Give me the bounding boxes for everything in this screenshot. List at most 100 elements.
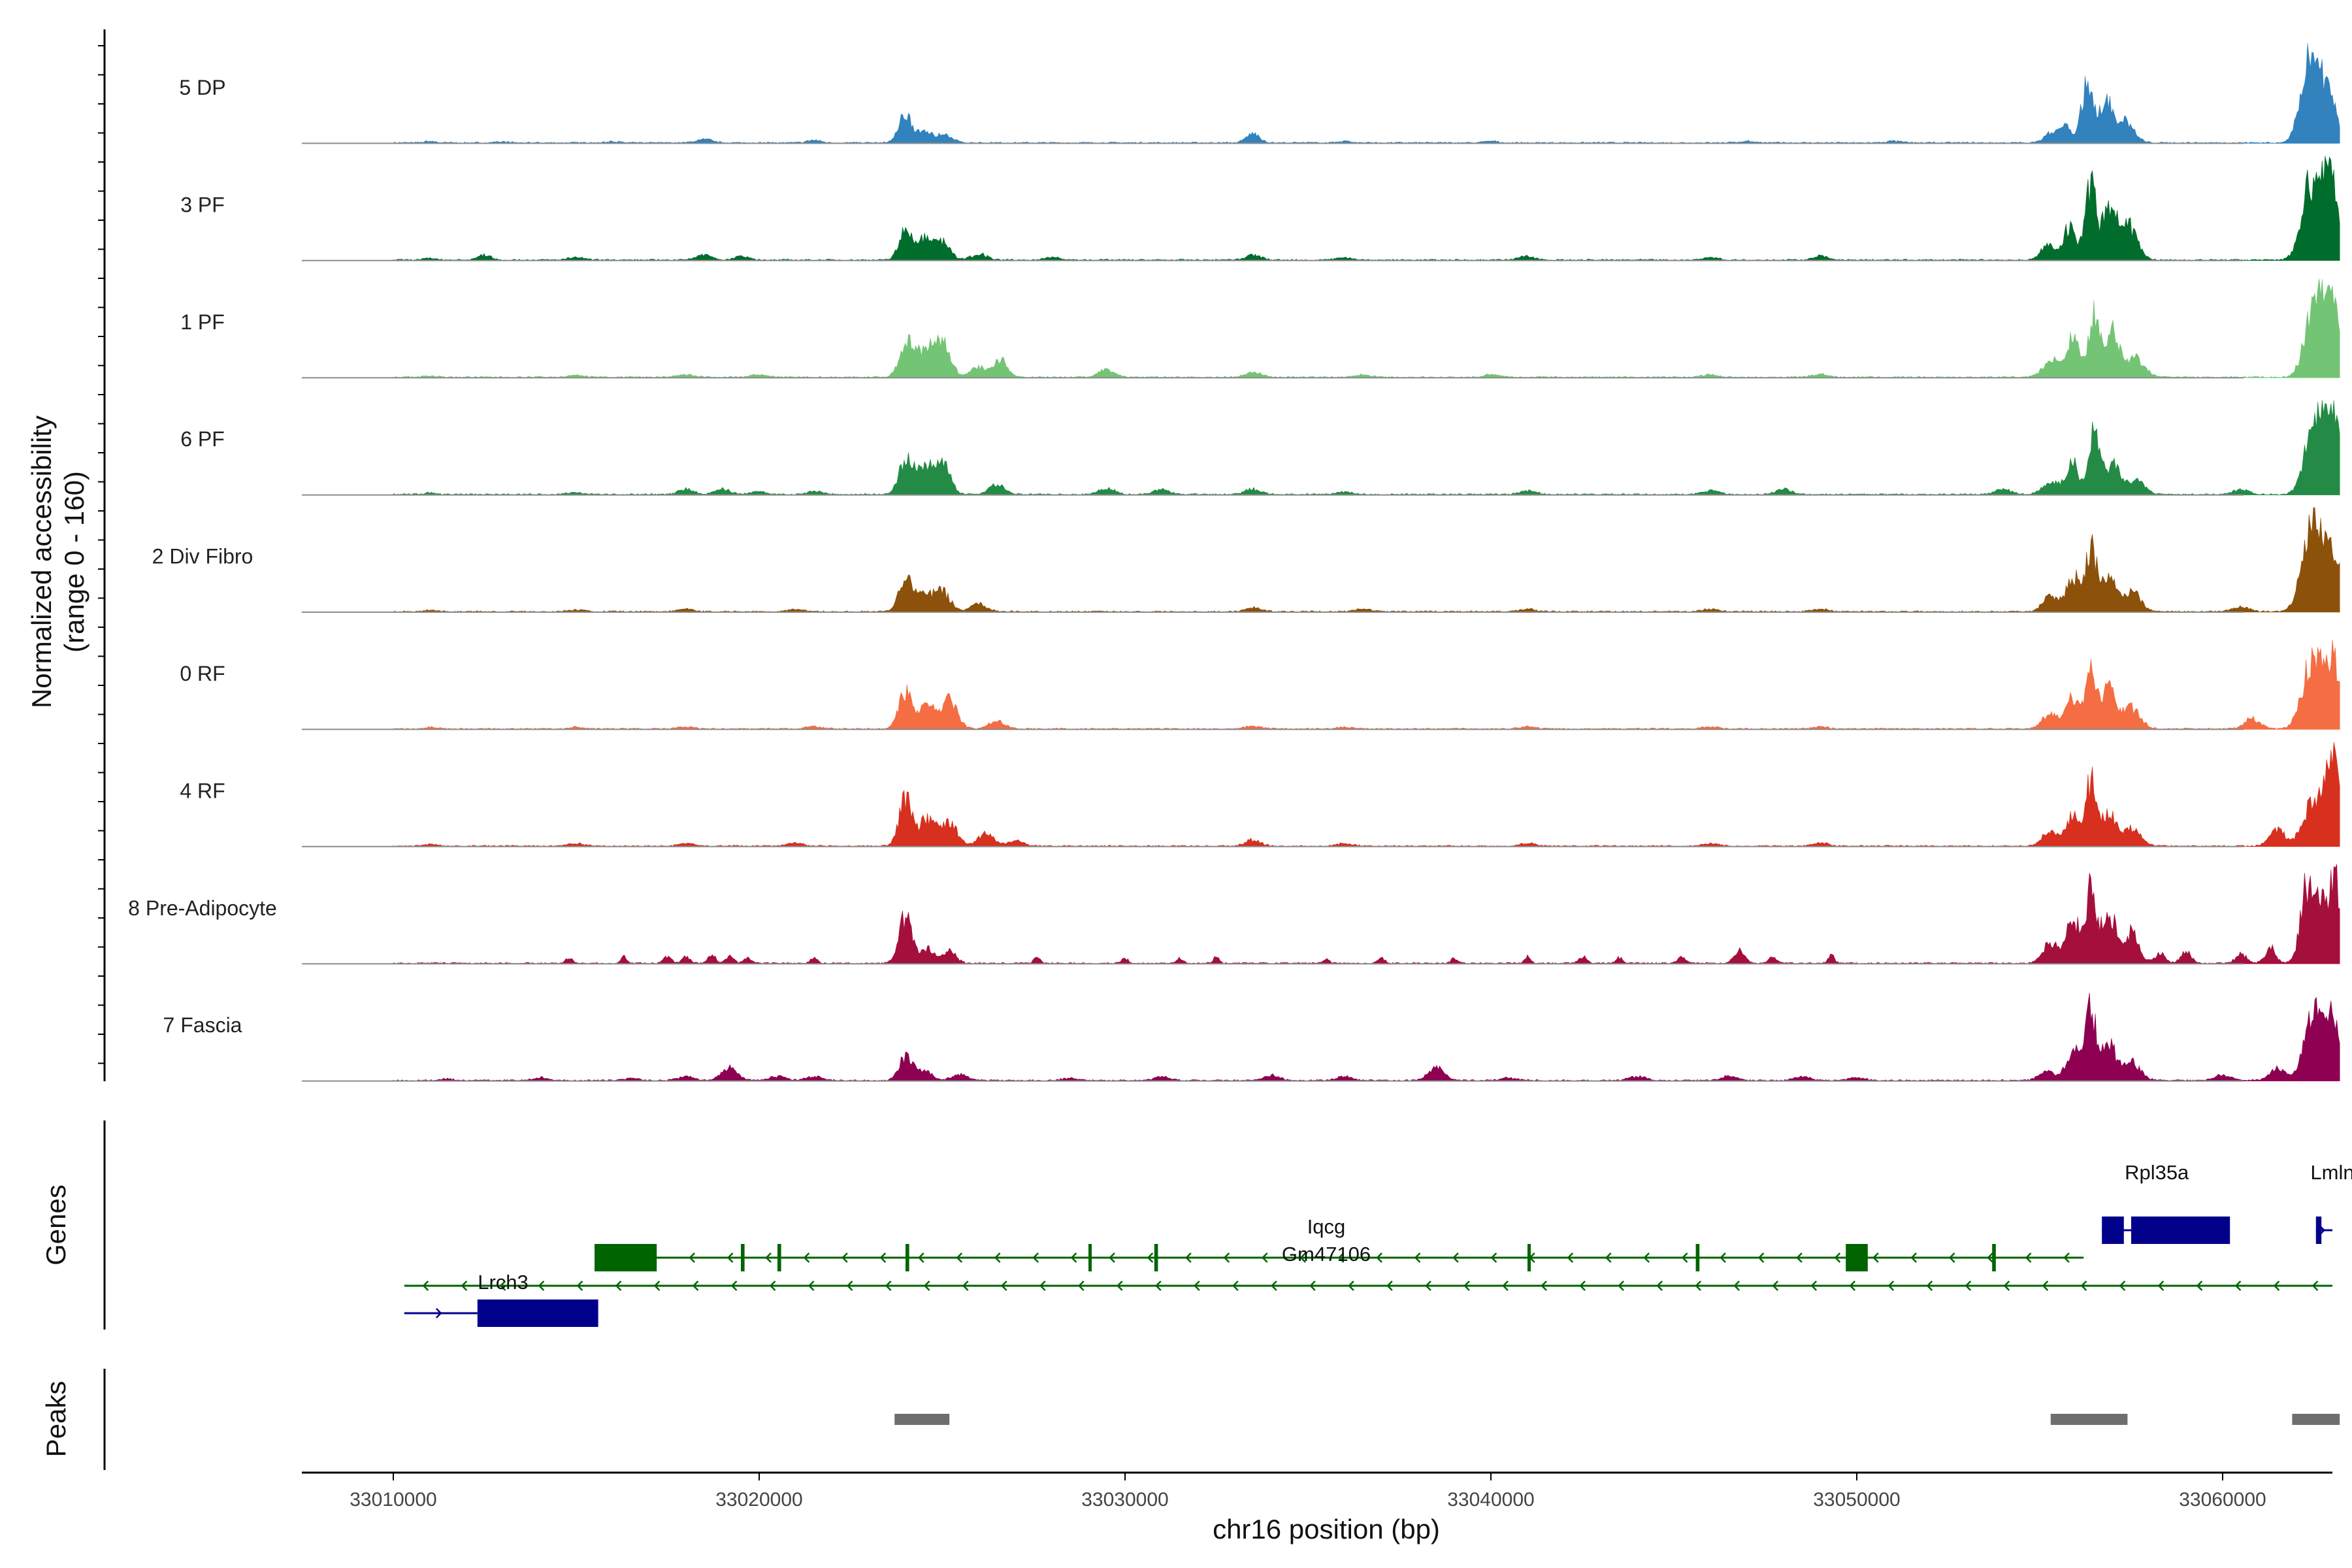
gene-exon	[1695, 1244, 1700, 1271]
strand-arrow	[1185, 1252, 1192, 1263]
strand-arrow	[1720, 1252, 1726, 1263]
coverage-area	[393, 400, 2340, 495]
strand-arrow	[917, 1252, 924, 1263]
strand-arrow	[1541, 1281, 1547, 1291]
track-5-dp	[302, 43, 2340, 144]
strand-arrow	[1039, 1281, 1046, 1291]
track-1-pf	[302, 278, 2340, 379]
strand-arrow	[2234, 1281, 2242, 1291]
x-tick-label: 33060000	[2179, 1489, 2266, 1511]
strand-arrow	[923, 1281, 930, 1291]
strand-arrow	[1271, 1281, 1277, 1291]
strand-arrow	[1757, 1252, 1765, 1263]
strand-arrow	[962, 1281, 969, 1291]
coverage-area	[393, 864, 2340, 964]
strand-arrow	[1070, 1252, 1077, 1263]
strand-arrow	[1987, 1252, 1993, 1263]
strand-arrow	[808, 1281, 815, 1291]
strand-arrow	[1490, 1252, 1497, 1263]
strand-arrow	[1605, 1252, 1612, 1263]
strand-arrow	[1232, 1281, 1239, 1291]
gene-exon	[1088, 1244, 1092, 1271]
strand-arrow	[1376, 1252, 1382, 1263]
strand-arrow	[1077, 1281, 1085, 1291]
track-8-pre-adipocyte	[302, 864, 2340, 965]
track-label: 2 Div Fibro	[152, 545, 253, 568]
x-axis: 33010000 33020000 33030000 33040000 33050000…	[302, 1471, 2332, 1511]
gene-exon	[1527, 1244, 1531, 1271]
strand-arrow	[841, 1252, 848, 1263]
genes-track: Lmln Rpl35a Iqcg Gm47106 Lrch3	[404, 1161, 2352, 1327]
strand-arrow	[1733, 1281, 1740, 1291]
strand-arrow	[2273, 1281, 2280, 1291]
strand-arrow	[435, 1308, 442, 1318]
track-6-pf	[302, 400, 2340, 496]
coverage-area	[393, 992, 2340, 1081]
x-tick-label: 33030000	[1081, 1489, 1168, 1511]
strand-arrow	[1810, 1281, 1818, 1291]
x-axis-title: chr16 position (bp)	[1213, 1514, 1440, 1544]
strand-arrow	[1452, 1252, 1459, 1263]
strand-arrow	[1695, 1281, 1701, 1291]
gene-exon	[741, 1244, 745, 1271]
x-tick-label: 33040000	[1447, 1489, 1534, 1511]
gene-label: Lmln	[2310, 1161, 2352, 1184]
peaks-panel-label: Peaks	[41, 1381, 71, 1458]
track-label: 0 RF	[180, 662, 225, 685]
strand-arrow	[1910, 1252, 1918, 1263]
gene-label: Iqcg	[1307, 1215, 1346, 1238]
gene-exon	[2315, 1217, 2322, 1244]
x-tick-label: 33050000	[1813, 1489, 1900, 1511]
strand-arrow	[1000, 1281, 1007, 1291]
track-label: 6 PF	[180, 427, 225, 451]
gene-exon	[2102, 1217, 2124, 1244]
strand-arrow	[1223, 1252, 1230, 1263]
gene-exon	[2131, 1217, 2230, 1244]
strand-arrow	[2063, 1252, 2070, 1263]
strand-arrow	[1032, 1252, 1039, 1263]
strand-arrow	[1414, 1252, 1421, 1263]
strand-arrow	[615, 1281, 622, 1291]
track-label: 1 PF	[180, 310, 225, 334]
strand-arrow	[422, 1281, 429, 1291]
strand-arrow	[879, 1252, 887, 1263]
x-tick-label: 33020000	[715, 1489, 802, 1511]
strand-arrow	[2042, 1281, 2049, 1291]
track-label: 3 PF	[180, 193, 225, 216]
track-4-rf	[302, 742, 2340, 847]
strand-arrow	[1656, 1281, 1663, 1291]
coverage-y-axis	[98, 29, 106, 1081]
track-label: 8 Pre-Adipocyte	[128, 896, 277, 920]
strand-arrow	[1772, 1281, 1779, 1291]
strand-arrow	[1887, 1281, 1895, 1291]
strand-arrow	[1337, 1252, 1345, 1263]
strand-arrow	[1147, 1252, 1154, 1263]
strand-arrow	[1926, 1281, 1933, 1291]
gene-exon	[1992, 1244, 1996, 1271]
strand-arrow	[576, 1281, 583, 1291]
track-label: 5 DP	[179, 76, 225, 99]
strand-arrow	[1618, 1281, 1624, 1291]
gene-exon	[1154, 1244, 1158, 1271]
x-tick-label: 33010000	[350, 1489, 436, 1511]
strand-arrow	[2003, 1281, 2010, 1291]
strand-arrow	[692, 1281, 699, 1291]
strand-arrow	[730, 1281, 738, 1291]
gene-label: Rpl35a	[2125, 1161, 2189, 1184]
coverage-tracks	[302, 43, 2340, 1082]
strand-arrow	[885, 1281, 892, 1291]
strand-arrow	[2025, 1252, 2032, 1263]
strand-arrow	[1116, 1281, 1123, 1291]
gene-exon	[595, 1244, 657, 1271]
y-axis-title-line1: Normalized accessibility	[26, 416, 57, 708]
strand-arrow	[1386, 1281, 1393, 1291]
coverage-area	[393, 43, 2340, 144]
gene-rpl35a: Rpl35a	[2102, 1161, 2230, 1244]
strand-arrow	[765, 1252, 772, 1263]
strand-arrow	[803, 1252, 810, 1263]
strand-arrow	[1155, 1281, 1162, 1291]
gene-exon	[1846, 1244, 1868, 1271]
track-3-pf	[302, 155, 2340, 261]
strand-arrow	[1965, 1281, 1972, 1291]
